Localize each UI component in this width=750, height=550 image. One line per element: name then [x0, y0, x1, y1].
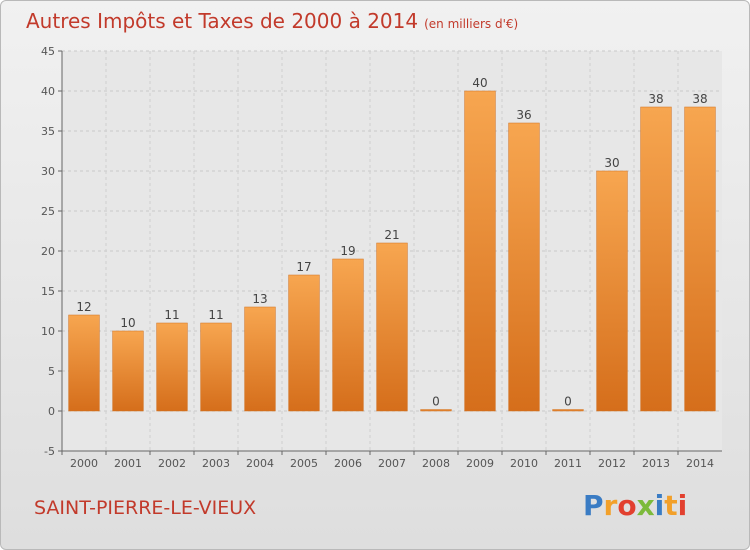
value-label-2009: 40 [472, 76, 487, 90]
y-tick-label: 30 [41, 165, 55, 178]
bar-2002 [156, 322, 188, 412]
bar-2014 [684, 106, 716, 412]
bar-2001 [112, 330, 144, 412]
bar-2010 [508, 122, 540, 412]
x-tick-label: 2010 [510, 457, 538, 470]
value-label-2014: 38 [692, 92, 707, 106]
value-label-2013: 38 [648, 92, 663, 106]
value-label-2011: 0 [564, 395, 572, 409]
axes: -5 0 5 10 15 20 25 30 35 40 45 2000 2001 2002 2003 2004… [41, 45, 722, 470]
x-tick-label: 2007 [378, 457, 406, 470]
value-label-2003: 11 [208, 308, 223, 322]
bar-2013 [640, 106, 672, 412]
y-tick-label: 25 [41, 205, 55, 218]
bar-2012 [596, 170, 628, 412]
bar-2000 [68, 314, 100, 412]
x-tick-label: 2014 [686, 457, 714, 470]
value-label-2000: 12 [76, 300, 91, 314]
place-name: SAINT-PIERRE-LE-VIEUX [34, 497, 257, 519]
y-tick-label: 20 [41, 245, 55, 258]
value-label-2001: 10 [120, 316, 135, 330]
x-tick-label: 2005 [290, 457, 318, 470]
x-tick-label: 2004 [246, 457, 274, 470]
value-label-2008: 0 [432, 395, 440, 409]
x-tick-label: 2012 [598, 457, 626, 470]
title-text: Autres Impôts et Taxes de 2000 à 2014 [26, 9, 419, 33]
value-label-2006: 19 [340, 244, 355, 258]
value-label-2007: 21 [384, 228, 399, 242]
proxiti-logo: Proxiti [583, 489, 688, 522]
y-tick-label: 0 [48, 405, 55, 418]
value-label-2005: 17 [296, 260, 311, 274]
y-tick-label: 35 [41, 125, 55, 138]
value-label-2002: 11 [164, 308, 179, 322]
x-tick-label: 2011 [554, 457, 582, 470]
x-tick-label: 2009 [466, 457, 494, 470]
unit-label: (en milliers d'€) [424, 17, 519, 31]
x-tick-label: 2003 [202, 457, 230, 470]
bar-2011 [552, 409, 584, 412]
bar-2006 [332, 258, 364, 412]
y-tick-label: 40 [41, 85, 55, 98]
x-tick-label: 2002 [158, 457, 186, 470]
x-tick-label: 2013 [642, 457, 670, 470]
value-label-2004: 13 [252, 292, 267, 306]
y-tick-label: 5 [48, 365, 55, 378]
x-tick-label: 2008 [422, 457, 450, 470]
bar-2003 [200, 322, 232, 412]
y-tick-label: 15 [41, 285, 55, 298]
chart-title: Autres Impôts et Taxes de 2000 à 2014 (en… [26, 9, 518, 33]
y-tick-label: 45 [41, 45, 55, 58]
x-tick-label: 2000 [70, 457, 98, 470]
y-tick-label: 10 [41, 325, 55, 338]
bar-2008 [420, 409, 452, 412]
x-tick-label: 2001 [114, 457, 142, 470]
x-tick-label: 2006 [334, 457, 362, 470]
labels: 12 10 11 11 13 17 19 21 0 40 36 0 30 38 38 [76, 76, 707, 409]
value-label-2012: 30 [604, 156, 619, 170]
bar-2004 [244, 306, 276, 412]
bars [68, 90, 716, 412]
bar-chart: -5 0 5 10 15 20 25 30 35 40 45 2000 2001 2002 2003 2004… [41, 45, 722, 470]
bar-2007 [376, 242, 408, 412]
bar-2005 [288, 274, 320, 412]
value-label-2010: 36 [516, 108, 531, 122]
bar-2009 [464, 90, 496, 412]
y-tick-label: -5 [44, 445, 55, 458]
